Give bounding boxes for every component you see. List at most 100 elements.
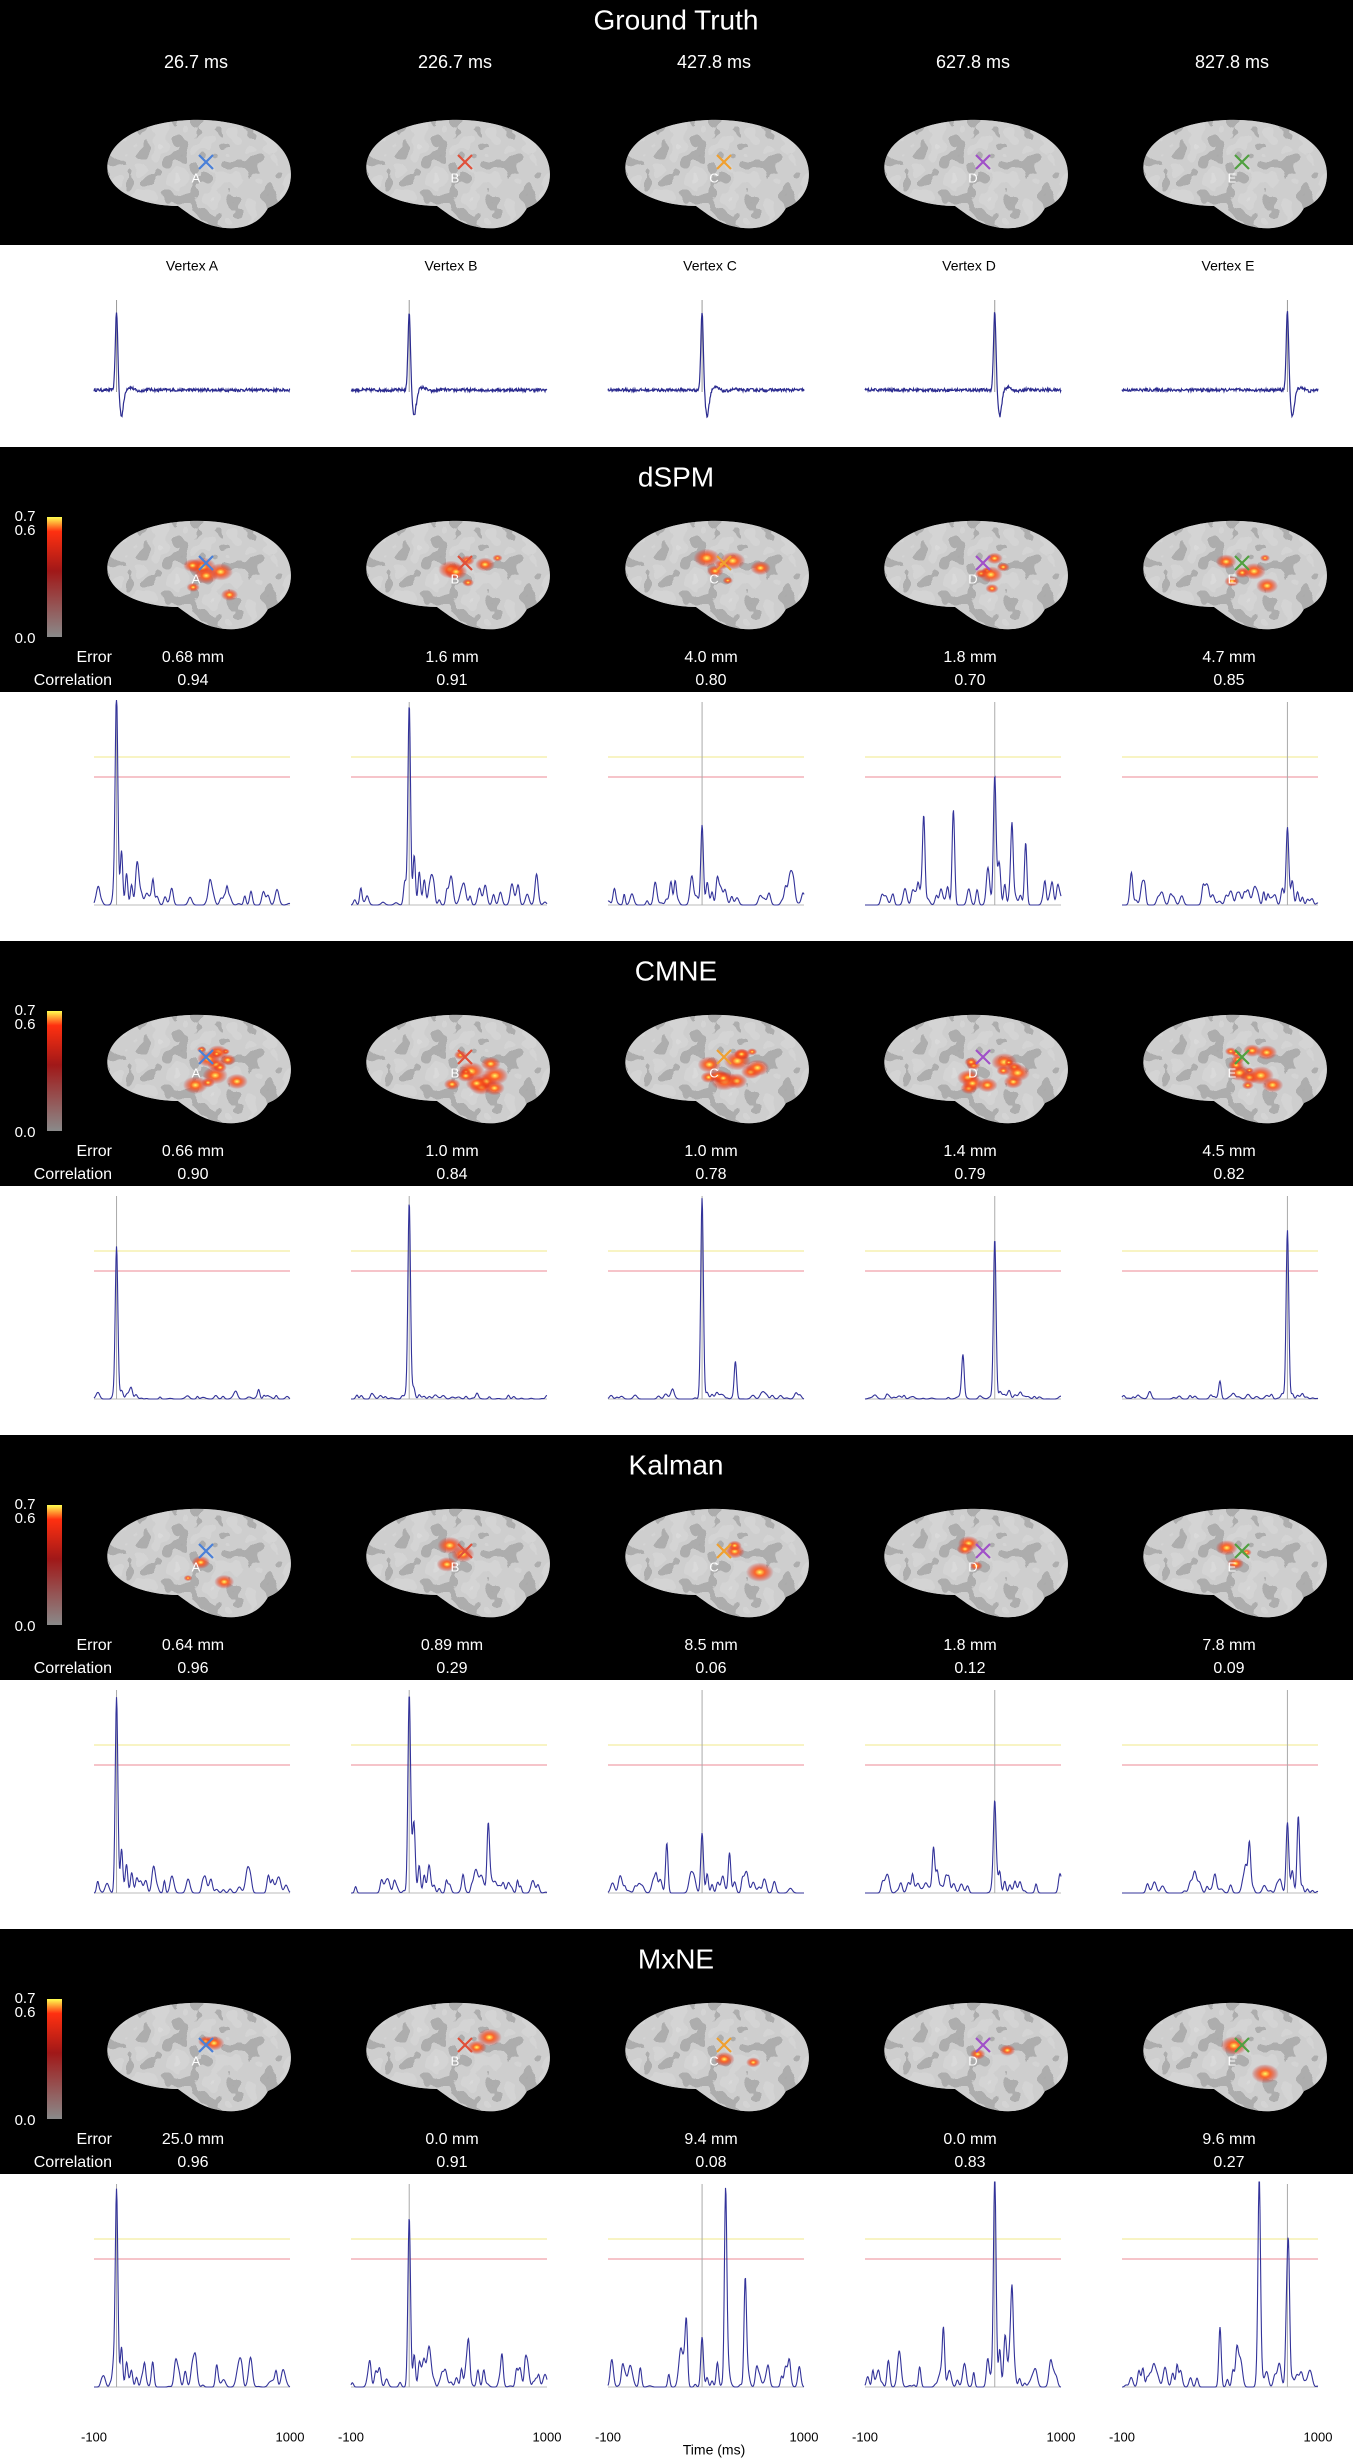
vertex-marker bbox=[975, 1049, 991, 1065]
activation bbox=[999, 2044, 1016, 2056]
brain: D bbox=[884, 119, 1068, 229]
vertex-marker-label: C bbox=[709, 2053, 718, 2068]
activation bbox=[226, 1073, 248, 1090]
vertex-marker-label: E bbox=[1228, 170, 1237, 185]
activation bbox=[714, 1071, 733, 1085]
activation bbox=[1251, 2064, 1279, 2084]
estimate-trace bbox=[864, 1241, 1061, 1400]
correlation-value: 0.94 bbox=[177, 672, 208, 689]
activation bbox=[481, 1066, 509, 1086]
colorbar-label: 0.7 bbox=[15, 508, 36, 525]
brain: D bbox=[884, 1014, 1068, 1124]
activation bbox=[214, 1574, 235, 1589]
correlation-value: 0.91 bbox=[436, 672, 467, 689]
axis-label: Time (ms) bbox=[683, 2442, 745, 2458]
axis-tick-label: -100 bbox=[852, 2429, 878, 2444]
activation bbox=[964, 1057, 978, 1067]
error-label: Error bbox=[76, 2131, 112, 2148]
vertex-marker-label: B bbox=[451, 170, 460, 185]
vertex-marker bbox=[198, 154, 214, 170]
error-value: 7.8 mm bbox=[1202, 1637, 1255, 1654]
brain: E bbox=[1143, 520, 1327, 630]
brain: C bbox=[625, 1508, 809, 1618]
colorbar-label: 0.6 bbox=[15, 522, 36, 539]
brain: D bbox=[884, 2002, 1068, 2112]
vertex-marker bbox=[975, 1543, 991, 1559]
activation bbox=[722, 576, 733, 585]
activation bbox=[746, 2057, 761, 2068]
activation bbox=[183, 1575, 193, 1582]
brain: D bbox=[884, 1508, 1068, 1618]
activation bbox=[969, 2048, 986, 2060]
brain: B bbox=[366, 1508, 550, 1618]
colorbar-label: 0.6 bbox=[15, 1016, 36, 1033]
vertex-marker-label: D bbox=[968, 571, 977, 586]
colorbar-label: 0.7 bbox=[15, 1002, 36, 1019]
vertex-marker bbox=[716, 555, 732, 571]
vertex-marker-label: C bbox=[709, 1559, 718, 1574]
colorbar-label: 0.0 bbox=[15, 1124, 36, 1141]
colorbar-label: 0.0 bbox=[15, 630, 36, 647]
correlation-label: Correlation bbox=[34, 1166, 112, 1183]
estimate-trace bbox=[1122, 1816, 1319, 1894]
vertex-marker bbox=[1234, 1543, 1250, 1559]
activation bbox=[183, 558, 202, 573]
activation bbox=[492, 554, 503, 562]
vertex-marker-label: B bbox=[451, 2053, 460, 2068]
activation bbox=[1259, 554, 1271, 562]
error-value: 1.0 mm bbox=[684, 1143, 737, 1160]
error-value: 1.8 mm bbox=[943, 1637, 996, 1654]
activation bbox=[1215, 554, 1237, 569]
vertex-marker bbox=[198, 1543, 214, 1559]
correlation-value: 0.79 bbox=[954, 1166, 985, 1183]
estimate-trace bbox=[865, 775, 1062, 906]
activation bbox=[750, 560, 771, 576]
colorbar-label: 0.6 bbox=[15, 1510, 36, 1527]
axis-tick-label: -100 bbox=[595, 2429, 621, 2444]
brain: C bbox=[625, 520, 809, 630]
time-label: 427.8 ms bbox=[677, 52, 751, 72]
error-value: 1.4 mm bbox=[943, 1143, 996, 1160]
activation bbox=[1004, 1059, 1014, 1066]
brain: B bbox=[366, 119, 550, 229]
activation bbox=[977, 1077, 998, 1093]
error-value: 4.7 mm bbox=[1202, 649, 1255, 666]
estimate-trace bbox=[864, 2181, 1062, 2388]
axis-tick-label: 1000 bbox=[790, 2429, 819, 2444]
correlation-label: Correlation bbox=[34, 1660, 112, 1677]
error-value: 0.89 mm bbox=[421, 1637, 483, 1654]
vertex-marker-label: D bbox=[968, 2053, 977, 2068]
activation bbox=[211, 1050, 222, 1058]
estimate-trace bbox=[93, 1246, 291, 1400]
vertex-marker-label: A bbox=[192, 2053, 201, 2068]
estimate-trace bbox=[1122, 2181, 1319, 2388]
colorbar bbox=[47, 1011, 62, 1131]
vertex-marker bbox=[975, 555, 991, 571]
vertex-label: Vertex E bbox=[1202, 258, 1255, 274]
vertex-marker-label: D bbox=[968, 170, 977, 185]
activation bbox=[183, 1076, 208, 1094]
vertex-marker-label: E bbox=[1228, 1065, 1237, 1080]
activation bbox=[727, 1540, 742, 1551]
activation bbox=[484, 1080, 505, 1096]
vertex-marker bbox=[457, 2037, 473, 2053]
vertex-marker bbox=[975, 154, 991, 170]
vertex-marker bbox=[1234, 1049, 1250, 1065]
vertex-marker bbox=[1234, 2037, 1250, 2053]
correlation-value: 0.85 bbox=[1213, 672, 1244, 689]
error-value: 1.0 mm bbox=[425, 1143, 478, 1160]
activation bbox=[1220, 2036, 1248, 2056]
vertex-marker-label: C bbox=[709, 1065, 718, 1080]
estimate-trace bbox=[350, 707, 548, 906]
colorbar bbox=[47, 1505, 62, 1625]
activation bbox=[720, 552, 746, 570]
estimate-trace bbox=[94, 2188, 291, 2388]
activation bbox=[713, 2052, 735, 2067]
axis-tick-label: 1000 bbox=[276, 2429, 305, 2444]
axis-tick-label: 1000 bbox=[1047, 2429, 1076, 2444]
brain: E bbox=[1143, 1508, 1327, 1618]
estimate-trace bbox=[607, 824, 805, 906]
activation bbox=[733, 1048, 750, 1060]
brain: B bbox=[366, 520, 550, 630]
error-value: 9.6 mm bbox=[1202, 2131, 1255, 2148]
